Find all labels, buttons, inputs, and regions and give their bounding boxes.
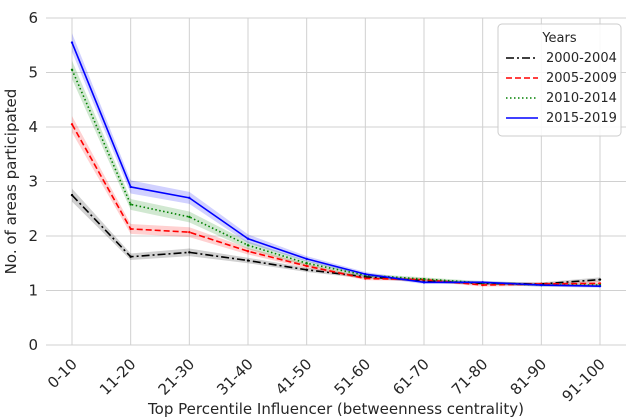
- data-point-2000-2004: [305, 268, 308, 271]
- legend-label-2005-2009: 2005-2009: [546, 71, 617, 86]
- series-lines: [70, 41, 602, 288]
- data-point-2000-2004: [188, 251, 191, 254]
- data-point-2005-2009: [305, 264, 308, 268]
- data-point-2015-2019: [422, 281, 426, 284]
- data-point-2000-2004: [129, 255, 132, 258]
- x-axis-label: Top Percentile Influencer (betweenness c…: [147, 400, 524, 418]
- data-point-2010-2014: [422, 277, 426, 281]
- series-line-2015-2019: [71, 42, 601, 287]
- x-tick-label: 71-80: [448, 355, 492, 399]
- y-tick-label: 6: [28, 9, 38, 27]
- legend-items: 2000-2004 2005-2009 2010-2014 2015-2019: [506, 51, 617, 126]
- y-tick-label: 3: [28, 173, 38, 191]
- legend: Years 2000-2004 2005-2009 2010-2014 2015-20…: [497, 23, 622, 137]
- data-point-2015-2019: [305, 257, 308, 261]
- data-point-2005-2009: [246, 250, 250, 253]
- data-point-2010-2014: [305, 262, 308, 265]
- data-point-2015-2019: [246, 237, 250, 240]
- x-tick-label: 61-70: [389, 355, 433, 399]
- x-tick-label: 41-50: [272, 355, 316, 399]
- legend-label-2015-2019: 2015-2019: [546, 111, 617, 126]
- data-point-2005-2009: [364, 277, 367, 280]
- y-tick-label: 5: [28, 64, 38, 82]
- data-point-2010-2014: [188, 215, 191, 219]
- x-tick-label: 0-10: [44, 355, 81, 392]
- x-tick-label: 11-20: [96, 355, 140, 399]
- legend-label-2000-2004: 2000-2004: [546, 51, 617, 66]
- y-tick-label: 0: [28, 336, 38, 354]
- data-point-2005-2009: [188, 230, 191, 234]
- data-point-2015-2019: [129, 185, 132, 189]
- data-point-2015-2019: [364, 272, 367, 276]
- x-tick-label: 81-90: [507, 355, 551, 399]
- data-point-2000-2004: [246, 259, 250, 262]
- data-point-2000-2004: [598, 278, 602, 281]
- grid: [46, 17, 626, 346]
- data-point-2015-2019: [481, 281, 484, 284]
- data-point-2005-2009: [481, 283, 484, 287]
- x-tick-label: 31-40: [213, 355, 257, 399]
- data-point-2005-2009: [129, 227, 132, 231]
- data-point-2010-2014: [129, 203, 132, 206]
- x-tick-label: 51-60: [331, 355, 375, 399]
- data-point-2015-2019: [540, 283, 543, 287]
- y-axis-label: No. of areas participated: [2, 89, 20, 275]
- data-point-2005-2009: [70, 123, 74, 126]
- data-point-2015-2019: [188, 196, 191, 200]
- x-tick-label: 21-30: [155, 355, 199, 399]
- data-point-2015-2019: [598, 284, 602, 288]
- x-tick-label: 91-100: [559, 355, 609, 405]
- data-point-2000-2004: [70, 193, 74, 197]
- legend-title: Years: [541, 31, 577, 46]
- legend-label-2010-2014: 2010-2014: [546, 91, 617, 106]
- y-tick-label: 1: [28, 282, 38, 300]
- y-tick-label: 4: [28, 118, 38, 136]
- y-tick-label: 2: [28, 227, 38, 245]
- data-point-2010-2014: [70, 68, 74, 71]
- data-point-2015-2019: [70, 41, 74, 44]
- data-point-2010-2014: [246, 244, 250, 247]
- legend-box: [497, 23, 622, 137]
